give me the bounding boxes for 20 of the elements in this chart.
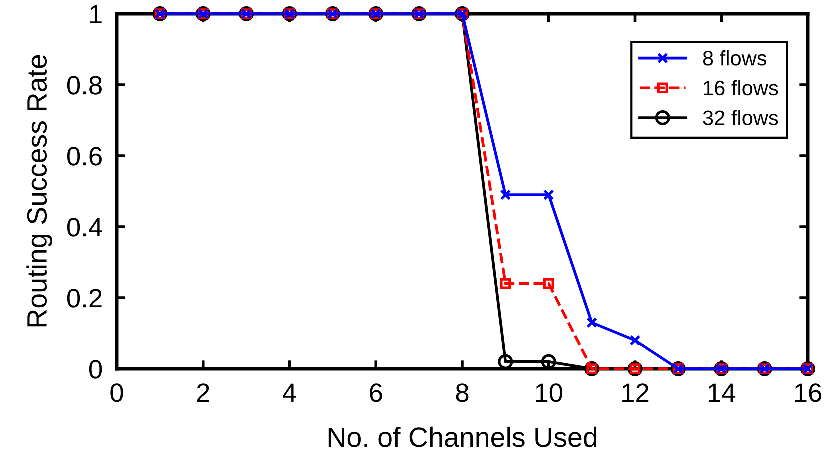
x-tick-label: 14 [708,384,736,402]
legend-label: 16 flows [704,80,778,96]
x-axis-title: No. of Channels Used [328,426,597,448]
y-tick-label: 0.6 [67,147,102,166]
y-tick-label: 0.2 [67,289,102,308]
y-tick-label: 0 [89,360,102,379]
x-tick-label: 8 [456,384,469,402]
x-tick-label: 12 [622,384,649,402]
x-tick-label: 6 [370,384,382,402]
y-tick-label: 0.8 [67,76,102,95]
y-axis-title: Routing Success Rate [26,55,53,327]
x-tick-label: 0 [110,384,124,402]
x-tick-label: 10 [536,384,563,402]
x-tick-label: 16 [795,384,822,402]
y-tick-label: 0.4 [67,218,102,237]
legend-label: 32 flows [703,110,778,126]
legend-label: 8 flows [703,50,767,66]
x-tick-label: 2 [197,384,210,402]
x-tick-label: 4 [283,384,296,402]
y-tick-label: 1 [90,5,102,24]
